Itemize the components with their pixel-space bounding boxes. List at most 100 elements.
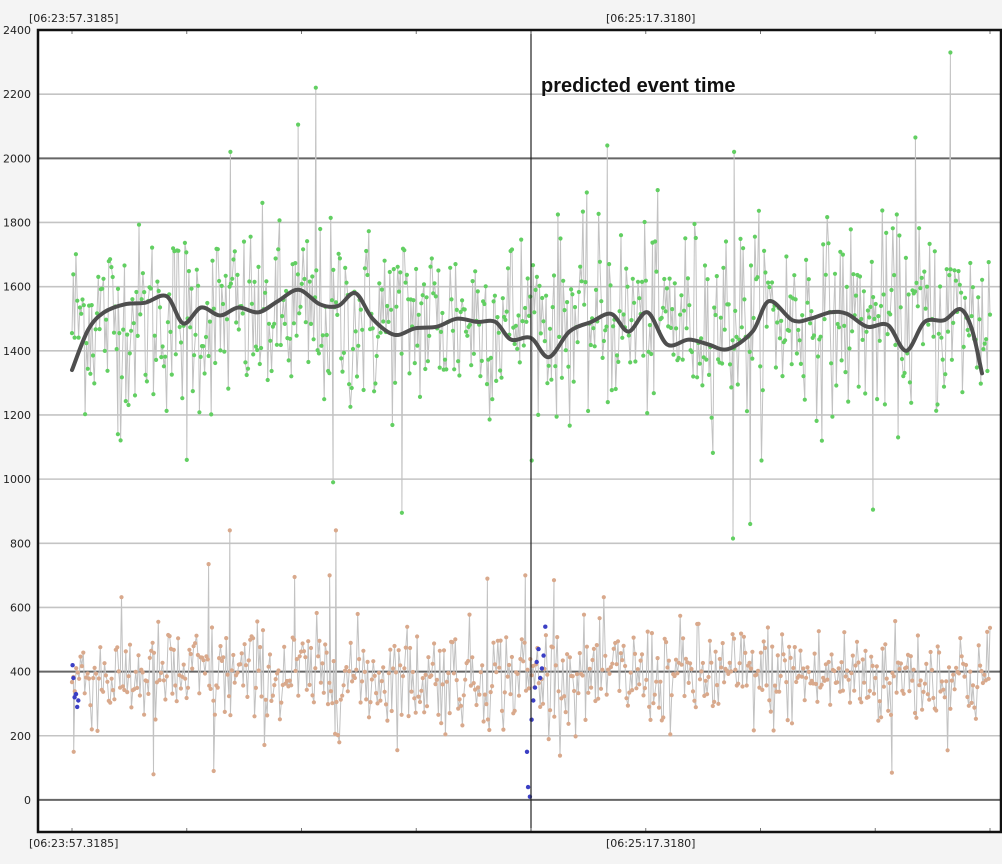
upper-signal-point xyxy=(961,344,966,349)
lower-signal-point xyxy=(656,705,662,710)
lower-signal-point xyxy=(600,667,605,672)
lower-signal-point xyxy=(409,689,414,694)
lower-signal-point xyxy=(798,648,803,653)
upper-signal-point xyxy=(936,331,941,336)
lower-signal-point xyxy=(574,672,580,677)
upper-signal-point xyxy=(93,327,98,332)
lower-signal-point xyxy=(686,680,691,686)
lower-signal-point xyxy=(406,714,411,719)
lower-signal-point xyxy=(289,683,294,688)
upper-signal-point xyxy=(894,212,899,217)
y-tick-label: 1600 xyxy=(3,281,31,294)
lower-signal-point xyxy=(813,681,819,687)
lower-signal-point xyxy=(386,671,391,676)
lower-signal-point xyxy=(82,691,87,696)
upper-signal-point xyxy=(306,359,311,365)
upper-signal-point xyxy=(354,374,360,379)
lower-signal-point xyxy=(133,669,138,674)
lower-signal-point xyxy=(929,667,935,673)
upper-signal-point xyxy=(709,415,714,420)
upper-signal-point xyxy=(825,215,830,220)
lower-signal-point xyxy=(197,691,202,696)
lower-signal-point xyxy=(921,689,926,695)
lower-signal-point xyxy=(740,684,745,689)
upper-signal-point xyxy=(700,383,705,388)
upper-signal-point xyxy=(760,388,765,393)
lower-signal-point xyxy=(862,680,867,685)
upper-signal-point xyxy=(672,281,677,286)
upper-signal-point xyxy=(643,278,649,283)
top-time-label-left: [06:23:57.3185] xyxy=(29,12,118,25)
lower-signal-point xyxy=(434,677,439,682)
lower-signal-point xyxy=(713,649,718,654)
upper-signal-point xyxy=(680,357,685,362)
lower-signal-point xyxy=(628,670,633,675)
lower-signal-point xyxy=(825,677,830,682)
lower-signal-point xyxy=(709,660,714,665)
lower-signal-point xyxy=(665,665,670,670)
upper-signal-point xyxy=(922,269,927,274)
lower-signal-point xyxy=(185,685,191,690)
lower-signal-point xyxy=(951,672,956,677)
upper-signal-point xyxy=(122,263,127,268)
lower-signal-point xyxy=(372,673,377,679)
upper-signal-point xyxy=(467,322,472,327)
upper-signal-point xyxy=(948,50,953,55)
upper-signal-point xyxy=(537,283,542,288)
lower-signal-point xyxy=(681,636,686,641)
upper-signal-point xyxy=(150,245,155,250)
lower-signal-point xyxy=(260,628,266,633)
lower-signal-point xyxy=(317,638,322,644)
lower-signal-point xyxy=(116,669,121,674)
upper-signal-point xyxy=(655,188,660,193)
upper-signal-point xyxy=(505,266,511,271)
upper-signal-point xyxy=(798,361,804,366)
event-point xyxy=(71,675,76,681)
upper-signal-point xyxy=(605,400,610,405)
upper-signal-point xyxy=(899,356,905,362)
upper-signal-point xyxy=(416,312,421,317)
upper-signal-point xyxy=(555,212,561,217)
upper-signal-point xyxy=(575,340,580,345)
lower-signal-point xyxy=(392,643,397,649)
upper-signal-point xyxy=(92,381,97,386)
upper-signal-point xyxy=(373,381,378,386)
lower-signal-point xyxy=(437,648,442,653)
lower-signal-point xyxy=(705,692,710,697)
upper-signal-point xyxy=(310,274,315,279)
upper-signal-point xyxy=(303,320,308,325)
y-tick-label: 800 xyxy=(10,537,31,550)
upper-signal-point xyxy=(382,258,387,263)
upper-signal-point xyxy=(182,240,187,245)
lower-signal-point xyxy=(741,634,747,639)
upper-signal-point xyxy=(984,337,989,342)
lower-signal-point xyxy=(468,683,473,688)
upper-signal-point xyxy=(217,278,222,284)
upper-signal-point xyxy=(97,327,102,332)
upper-signal-point xyxy=(80,297,85,302)
lower-signal-point xyxy=(928,649,933,655)
upper-signal-point xyxy=(79,311,84,316)
lower-signal-point xyxy=(463,677,468,682)
lower-signal-point xyxy=(221,655,226,660)
lower-signal-point xyxy=(942,695,947,700)
upper-signal-point xyxy=(811,333,817,338)
upper-signal-point xyxy=(266,321,272,326)
lower-signal-point xyxy=(669,693,674,698)
upper-signal-point xyxy=(822,317,827,322)
lower-signal-point xyxy=(978,663,983,668)
lower-signal-point xyxy=(327,680,332,685)
lower-signal-point xyxy=(760,687,765,693)
upper-signal-point xyxy=(639,279,645,284)
upper-signal-point xyxy=(440,310,445,316)
lower-signal-point xyxy=(956,671,962,676)
upper-signal-point xyxy=(90,353,96,358)
lower-signal-point xyxy=(604,692,609,697)
upper-signal-point xyxy=(396,289,402,294)
upper-signal-point xyxy=(394,304,399,309)
lower-signal-point xyxy=(941,687,946,692)
lower-signal-point xyxy=(576,691,581,696)
upper-signal-point xyxy=(938,284,943,289)
lower-signal-point xyxy=(151,650,157,655)
upper-signal-point xyxy=(953,278,959,283)
